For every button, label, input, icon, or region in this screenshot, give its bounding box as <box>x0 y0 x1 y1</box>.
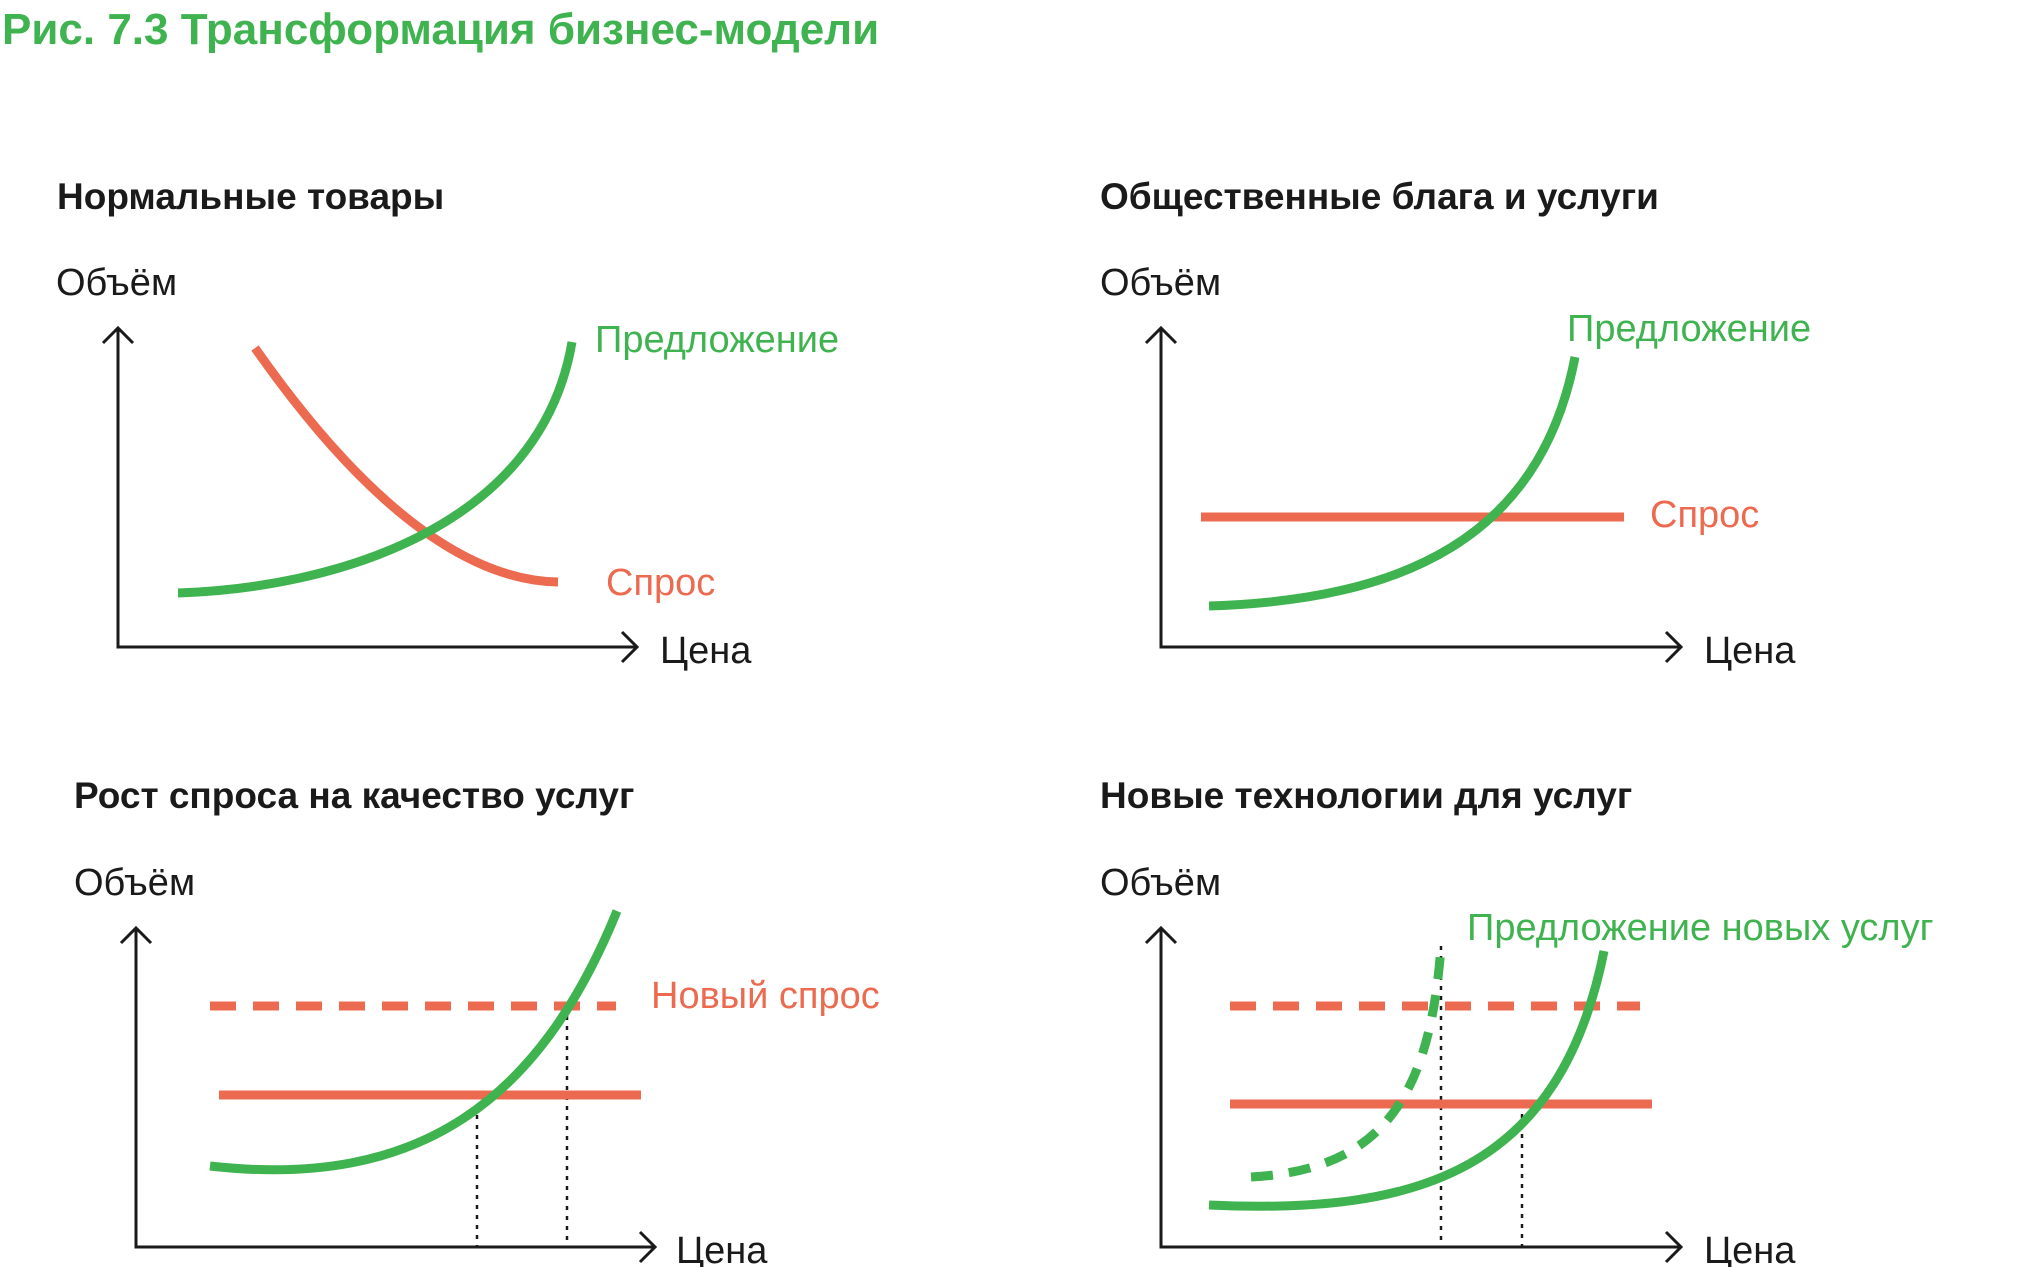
y-axis-arrowhead <box>101 325 135 345</box>
panel-title-quality-demand: Рост спроса на качество услуг <box>74 775 635 816</box>
x-axis-arrowhead <box>638 1230 658 1264</box>
x-axis-arrowhead <box>1664 630 1684 664</box>
y-axis-label: Объём <box>1100 862 1221 904</box>
y-axis-arrowhead <box>119 925 153 945</box>
panel-title-new-tech: Новые технологии для услуг <box>1100 775 1633 816</box>
panel-new-tech: Объём Цена Предложение новых услуг <box>1100 862 1933 1267</box>
y-axis-label: Объём <box>56 262 177 304</box>
new-demand-label: Новый спрос <box>651 975 880 1017</box>
x-axis-arrowhead <box>1664 1230 1684 1264</box>
y-axis-arrowhead <box>1144 925 1178 945</box>
supply-curve <box>1208 950 1609 1211</box>
x-axis-label: Цена <box>1704 630 1796 672</box>
axes <box>134 928 655 1249</box>
new-services-supply-curve <box>1250 945 1446 1182</box>
panel-quality-demand: Объём Цена Новый спрос <box>74 862 880 1267</box>
axes <box>1159 928 1681 1249</box>
y-axis-label: Объём <box>74 862 195 904</box>
panel-title-normal-goods: Нормальные товары <box>57 176 445 217</box>
panel-normal-goods: Объём Цена Спрос Предложение <box>56 262 839 672</box>
axes <box>116 328 637 649</box>
x-axis-arrowhead <box>620 630 640 664</box>
demand-curve <box>251 345 559 587</box>
new-supply-label: Предложение новых услуг <box>1467 907 1933 949</box>
supply-curve <box>209 909 622 1175</box>
panel-public-goods: Объём Цена Спрос Предложение <box>1100 262 1811 672</box>
x-axis-label: Цена <box>676 1230 768 1267</box>
y-axis-label: Объём <box>1100 262 1221 304</box>
x-axis-label: Цена <box>1704 1230 1796 1267</box>
supply-label: Предложение <box>595 319 839 361</box>
supply-curve <box>177 341 577 598</box>
supply-curve <box>1208 356 1580 611</box>
y-axis-arrowhead <box>1144 325 1178 345</box>
axes <box>1159 328 1681 649</box>
figure-title: Рис. 7.3 Трансформация бизнес-модели <box>2 5 880 54</box>
x-axis-label: Цена <box>660 630 752 672</box>
panel-title-public-goods: Общественные блага и услуги <box>1100 176 1659 217</box>
supply-label: Предложение <box>1567 308 1811 350</box>
demand-label: Спрос <box>1650 494 1759 536</box>
demand-label: Спрос <box>606 562 715 604</box>
